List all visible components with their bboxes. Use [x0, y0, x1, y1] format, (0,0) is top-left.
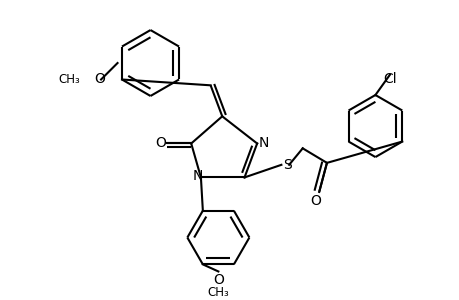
Text: S: S: [282, 158, 291, 172]
Text: O: O: [213, 273, 224, 287]
Text: N: N: [192, 169, 203, 183]
Text: Cl: Cl: [382, 73, 396, 86]
Text: O: O: [95, 73, 105, 86]
Text: O: O: [309, 194, 320, 208]
Text: CH₃: CH₃: [58, 73, 79, 86]
Text: O: O: [154, 136, 165, 151]
Text: N: N: [258, 136, 269, 149]
Text: CH₃: CH₃: [207, 286, 229, 299]
